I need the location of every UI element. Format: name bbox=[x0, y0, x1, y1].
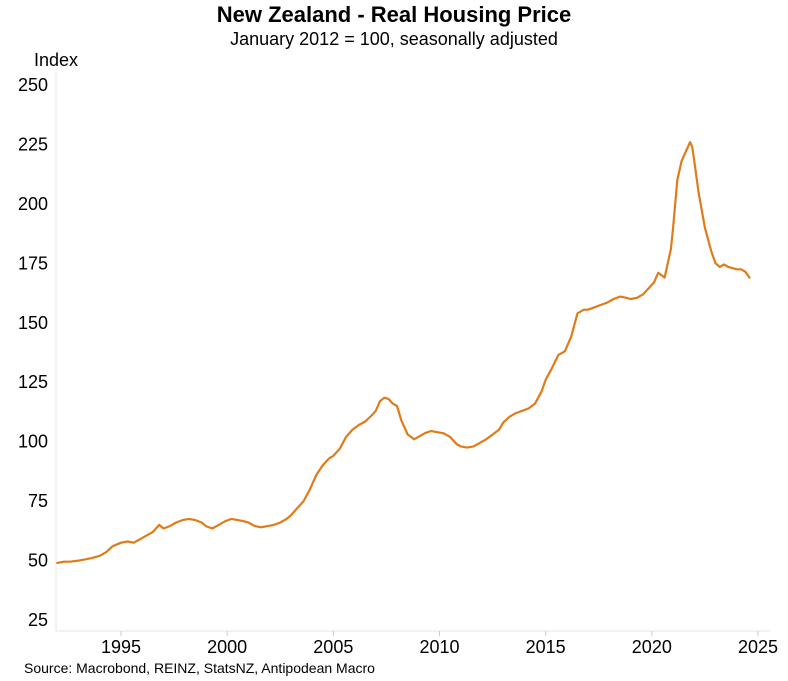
source-note: Source: Macrobond, REINZ, StatsNZ, Antip… bbox=[24, 660, 375, 676]
x-tick-label: 2005 bbox=[313, 637, 353, 657]
y-tick-label: 250 bbox=[18, 75, 48, 95]
y-tick-label: 225 bbox=[18, 134, 48, 154]
x-tick-label: 2010 bbox=[419, 637, 459, 657]
x-tick-label: 2015 bbox=[526, 637, 566, 657]
x-tick-label: 1995 bbox=[101, 637, 141, 657]
y-tick-label: 200 bbox=[18, 194, 48, 214]
x-tick-label: 2000 bbox=[207, 637, 247, 657]
x-tick-label: 2020 bbox=[632, 637, 672, 657]
y-tick-label: 50 bbox=[28, 551, 48, 571]
y-axis-label: Index bbox=[34, 50, 78, 70]
y-tick-label: 150 bbox=[18, 313, 48, 333]
chart-subtitle: January 2012 = 100, seasonally adjusted bbox=[230, 29, 558, 49]
y-tick-label: 75 bbox=[28, 491, 48, 511]
y-tick-label: 175 bbox=[18, 253, 48, 273]
series-line-real-housing-price bbox=[56, 141, 751, 564]
y-tick-label: 100 bbox=[18, 432, 48, 452]
y-tick-label: 25 bbox=[28, 610, 48, 630]
x-tick-label: 2025 bbox=[738, 637, 778, 657]
y-tick-label: 125 bbox=[18, 372, 48, 392]
chart-title: New Zealand - Real Housing Price bbox=[216, 2, 572, 27]
